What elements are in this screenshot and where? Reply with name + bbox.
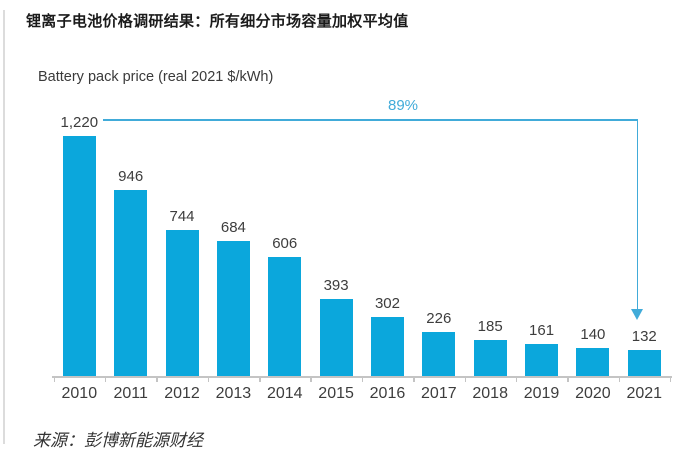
x-axis-tick (53, 377, 56, 382)
page-title: 锂离子电池价格调研结果：所有细分市场容量加权平均值 (26, 13, 409, 30)
year-label-2021: 2021 (626, 385, 663, 402)
year-label-2010: 2010 (61, 385, 98, 402)
value-label-2019: 161 (529, 322, 555, 340)
value-label-2010: 1,220 (60, 114, 99, 131)
annotation-percent-label: 89% (387, 97, 419, 114)
left-border-line (3, 10, 5, 444)
bar-2013 (216, 241, 250, 376)
year-label-2016: 2016 (369, 385, 406, 402)
year-label-2014: 2014 (266, 385, 303, 402)
bar-2014 (268, 256, 302, 376)
year-label-2017: 2017 (421, 385, 457, 402)
annotation-arrowhead-icon (630, 309, 643, 320)
bar-2010 (62, 136, 96, 376)
year-label-2015: 2015 (318, 385, 354, 402)
value-label-2020: 140 (580, 326, 606, 344)
x-axis-tick (156, 377, 158, 382)
year-label-2019: 2019 (523, 385, 560, 402)
value-label-2018: 185 (477, 317, 503, 335)
year-label-2011: 2011 (113, 385, 148, 402)
bar-2017 (422, 331, 456, 376)
year-label-2013: 2013 (215, 385, 252, 402)
bar-2020 (576, 348, 610, 376)
bar-2015 (319, 298, 353, 376)
value-label-2014: 606 (272, 234, 298, 252)
value-label-2017: 226 (426, 309, 452, 327)
bar-2012 (165, 229, 199, 376)
x-axis-tick (104, 377, 107, 382)
annotation-vertical-line (636, 119, 639, 310)
x-axis-tick (361, 377, 364, 382)
value-label-2021: 132 (631, 328, 657, 346)
value-label-2015: 393 (323, 276, 349, 294)
value-label-2011: 946 (118, 167, 144, 185)
year-label-2018: 2018 (472, 385, 508, 402)
bar-2011 (114, 189, 148, 376)
x-axis-tick (413, 377, 415, 382)
x-axis-tick (207, 377, 210, 382)
value-label-2012: 744 (169, 207, 195, 225)
x-axis-tick (464, 377, 466, 382)
x-axis-tick (567, 377, 569, 382)
x-axis-tick (310, 377, 312, 382)
year-label-2012: 2012 (164, 385, 200, 402)
annotation-horizontal-line (103, 119, 638, 121)
bar-2016 (370, 316, 404, 376)
year-label-2020: 2020 (575, 385, 611, 402)
source-note: 来源：彭博新能源财经 (33, 431, 203, 450)
x-axis-tick (618, 377, 621, 382)
x-axis-tick (259, 377, 261, 382)
x-axis-tick (515, 377, 518, 382)
chart-title: Battery pack price (real 2021 $/kWh) (38, 69, 274, 85)
bar-2021 (627, 350, 661, 376)
x-axis-tick (669, 377, 672, 382)
value-label-2013: 684 (220, 219, 246, 237)
bar-2018 (473, 339, 507, 376)
value-label-2016: 302 (374, 294, 400, 312)
bar-2019 (525, 344, 559, 376)
